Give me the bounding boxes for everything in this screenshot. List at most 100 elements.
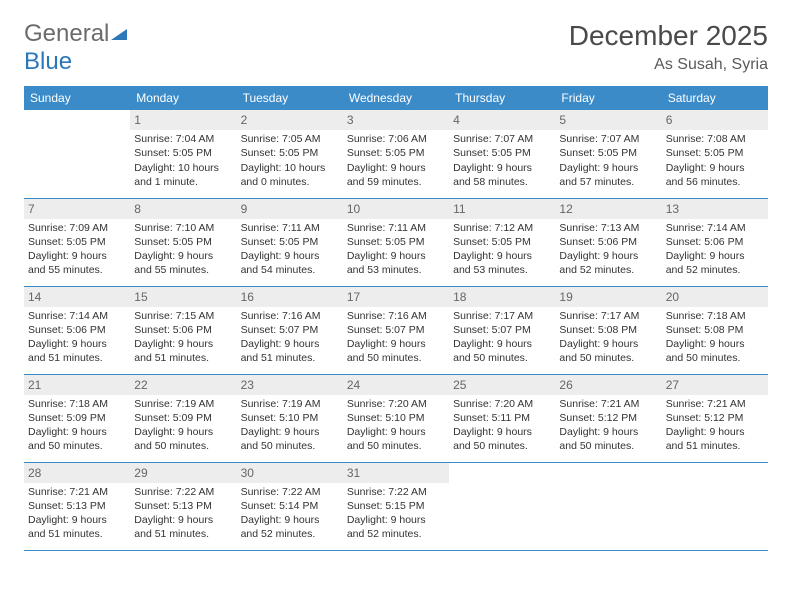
sunrise-text: Sunrise: 7:10 AM	[134, 221, 232, 235]
daylight-text: Daylight: 9 hours and 54 minutes.	[241, 249, 339, 277]
day-number: 8	[130, 199, 236, 219]
daylight-text: Daylight: 9 hours and 55 minutes.	[134, 249, 232, 277]
sunset-text: Sunset: 5:05 PM	[347, 146, 445, 160]
sunrise-text: Sunrise: 7:14 AM	[28, 309, 126, 323]
day-number: 10	[343, 199, 449, 219]
calendar-cell: 21Sunrise: 7:18 AMSunset: 5:09 PMDayligh…	[24, 374, 130, 462]
daylight-text: Daylight: 10 hours and 0 minutes.	[241, 161, 339, 189]
sunset-text: Sunset: 5:09 PM	[134, 411, 232, 425]
daylight-text: Daylight: 9 hours and 51 minutes.	[241, 337, 339, 365]
sunset-text: Sunset: 5:12 PM	[559, 411, 657, 425]
day-number: 22	[130, 375, 236, 395]
day-number: 9	[237, 199, 343, 219]
day-number: 17	[343, 287, 449, 307]
sunset-text: Sunset: 5:07 PM	[241, 323, 339, 337]
sunset-text: Sunset: 5:12 PM	[666, 411, 764, 425]
sunrise-text: Sunrise: 7:22 AM	[241, 485, 339, 499]
weekday-header: Monday	[130, 86, 236, 110]
sunset-text: Sunset: 5:08 PM	[666, 323, 764, 337]
calendar-cell	[449, 462, 555, 550]
day-number: 26	[555, 375, 661, 395]
daylight-text: Daylight: 9 hours and 53 minutes.	[453, 249, 551, 277]
sunset-text: Sunset: 5:10 PM	[241, 411, 339, 425]
calendar-cell: 29Sunrise: 7:22 AMSunset: 5:13 PMDayligh…	[130, 462, 236, 550]
calendar-body: 1Sunrise: 7:04 AMSunset: 5:05 PMDaylight…	[24, 110, 768, 550]
daylight-text: Daylight: 9 hours and 51 minutes.	[28, 513, 126, 541]
daylight-text: Daylight: 9 hours and 50 minutes.	[453, 337, 551, 365]
sunrise-text: Sunrise: 7:20 AM	[453, 397, 551, 411]
calendar-cell	[555, 462, 661, 550]
calendar-row: 14Sunrise: 7:14 AMSunset: 5:06 PMDayligh…	[24, 286, 768, 374]
calendar-row: 21Sunrise: 7:18 AMSunset: 5:09 PMDayligh…	[24, 374, 768, 462]
calendar-cell: 1Sunrise: 7:04 AMSunset: 5:05 PMDaylight…	[130, 110, 236, 198]
header: GeneralBlue December 2025 As Susah, Syri…	[24, 20, 768, 76]
day-number: 11	[449, 199, 555, 219]
month-title: December 2025	[569, 20, 768, 52]
day-number: 23	[237, 375, 343, 395]
daylight-text: Daylight: 9 hours and 51 minutes.	[666, 425, 764, 453]
daylight-text: Daylight: 9 hours and 50 minutes.	[134, 425, 232, 453]
weekday-header: Tuesday	[237, 86, 343, 110]
daylight-text: Daylight: 9 hours and 52 minutes.	[241, 513, 339, 541]
sunset-text: Sunset: 5:05 PM	[453, 235, 551, 249]
day-number: 6	[662, 110, 768, 130]
sunrise-text: Sunrise: 7:04 AM	[134, 132, 232, 146]
sunset-text: Sunset: 5:11 PM	[453, 411, 551, 425]
sunrise-text: Sunrise: 7:06 AM	[347, 132, 445, 146]
calendar-cell: 20Sunrise: 7:18 AMSunset: 5:08 PMDayligh…	[662, 286, 768, 374]
sunrise-text: Sunrise: 7:14 AM	[666, 221, 764, 235]
day-number: 29	[130, 463, 236, 483]
sunset-text: Sunset: 5:05 PM	[28, 235, 126, 249]
day-number: 15	[130, 287, 236, 307]
daylight-text: Daylight: 9 hours and 50 minutes.	[453, 425, 551, 453]
sunset-text: Sunset: 5:05 PM	[666, 146, 764, 160]
day-number: 24	[343, 375, 449, 395]
calendar-cell: 28Sunrise: 7:21 AMSunset: 5:13 PMDayligh…	[24, 462, 130, 550]
calendar-cell: 17Sunrise: 7:16 AMSunset: 5:07 PMDayligh…	[343, 286, 449, 374]
daylight-text: Daylight: 9 hours and 50 minutes.	[347, 425, 445, 453]
daylight-text: Daylight: 9 hours and 52 minutes.	[559, 249, 657, 277]
calendar-cell: 4Sunrise: 7:07 AMSunset: 5:05 PMDaylight…	[449, 110, 555, 198]
daylight-text: Daylight: 9 hours and 51 minutes.	[134, 337, 232, 365]
calendar-cell: 14 Sunrise: 7:14 AMSunset: 5:06 PMDayligh…	[24, 286, 130, 374]
calendar-cell: 22Sunrise: 7:19 AMSunset: 5:09 PMDayligh…	[130, 374, 236, 462]
calendar-cell: 30Sunrise: 7:22 AMSunset: 5:14 PMDayligh…	[237, 462, 343, 550]
calendar-cell: 27Sunrise: 7:21 AMSunset: 5:12 PMDayligh…	[662, 374, 768, 462]
calendar-cell	[24, 110, 130, 198]
location: As Susah, Syria	[569, 56, 768, 74]
day-number: 13	[662, 199, 768, 219]
sunrise-text: Sunrise: 7:13 AM	[559, 221, 657, 235]
sunrise-text: Sunrise: 7:22 AM	[134, 485, 232, 499]
daylight-text: Daylight: 9 hours and 51 minutes.	[28, 337, 126, 365]
calendar-cell: 3Sunrise: 7:06 AMSunset: 5:05 PMDaylight…	[343, 110, 449, 198]
daylight-text: Daylight: 9 hours and 52 minutes.	[666, 249, 764, 277]
daylight-text: Daylight: 9 hours and 52 minutes.	[347, 513, 445, 541]
calendar-cell: 31Sunrise: 7:22 AMSunset: 5:15 PMDayligh…	[343, 462, 449, 550]
sunrise-text: Sunrise: 7:12 AM	[453, 221, 551, 235]
calendar-cell: 26Sunrise: 7:21 AMSunset: 5:12 PMDayligh…	[555, 374, 661, 462]
sunset-text: Sunset: 5:06 PM	[559, 235, 657, 249]
calendar-cell: 24Sunrise: 7:20 AMSunset: 5:10 PMDayligh…	[343, 374, 449, 462]
calendar-cell: 10Sunrise: 7:11 AMSunset: 5:05 PMDayligh…	[343, 198, 449, 286]
sunrise-text: Sunrise: 7:16 AM	[347, 309, 445, 323]
sunset-text: Sunset: 5:06 PM	[134, 323, 232, 337]
day-number: 28	[24, 463, 130, 483]
sunset-text: Sunset: 5:05 PM	[241, 235, 339, 249]
sunset-text: Sunset: 5:06 PM	[28, 323, 126, 337]
day-number: 14	[24, 287, 130, 307]
day-number: 4	[449, 110, 555, 130]
calendar-cell: 6Sunrise: 7:08 AMSunset: 5:05 PMDaylight…	[662, 110, 768, 198]
sunrise-text: Sunrise: 7:16 AM	[241, 309, 339, 323]
weekday-header: Wednesday	[343, 86, 449, 110]
day-number: 25	[449, 375, 555, 395]
daylight-text: Daylight: 9 hours and 50 minutes.	[28, 425, 126, 453]
calendar-head: SundayMondayTuesdayWednesdayThursdayFrid…	[24, 86, 768, 110]
calendar-cell: 13Sunrise: 7:14 AMSunset: 5:06 PMDayligh…	[662, 198, 768, 286]
sunset-text: Sunset: 5:05 PM	[347, 235, 445, 249]
sunrise-text: Sunrise: 7:11 AM	[347, 221, 445, 235]
weekday-header: Sunday	[24, 86, 130, 110]
sunrise-text: Sunrise: 7:20 AM	[347, 397, 445, 411]
weekday-header: Thursday	[449, 86, 555, 110]
sunset-text: Sunset: 5:09 PM	[28, 411, 126, 425]
day-number: 1	[130, 110, 236, 130]
